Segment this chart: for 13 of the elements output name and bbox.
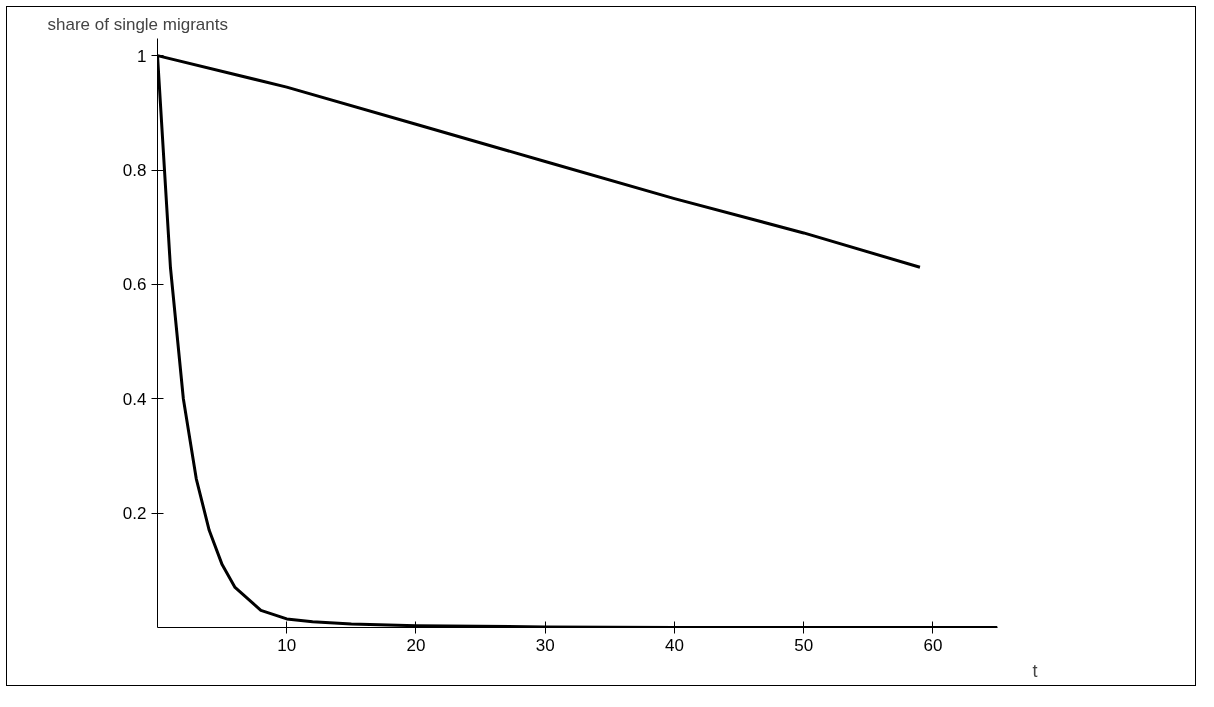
y-tick-label: 1 bbox=[137, 46, 147, 66]
x-tick-label: 40 bbox=[664, 635, 684, 655]
x-tick-label: 30 bbox=[535, 635, 555, 655]
x-tick-label: 50 bbox=[794, 635, 814, 655]
x-tick-label: 20 bbox=[406, 635, 426, 655]
x-tick-label: 10 bbox=[277, 635, 297, 655]
y-tick-label: 0.8 bbox=[122, 161, 147, 181]
y-tick-label: 0.4 bbox=[122, 389, 147, 409]
y-tick-label: 0.6 bbox=[122, 275, 147, 295]
y-axis-title: share of single migrants bbox=[47, 14, 228, 34]
x-tick-label: 60 bbox=[923, 635, 943, 655]
x-axis-title: t bbox=[1032, 660, 1038, 681]
y-tick-label: 0.2 bbox=[122, 504, 147, 524]
